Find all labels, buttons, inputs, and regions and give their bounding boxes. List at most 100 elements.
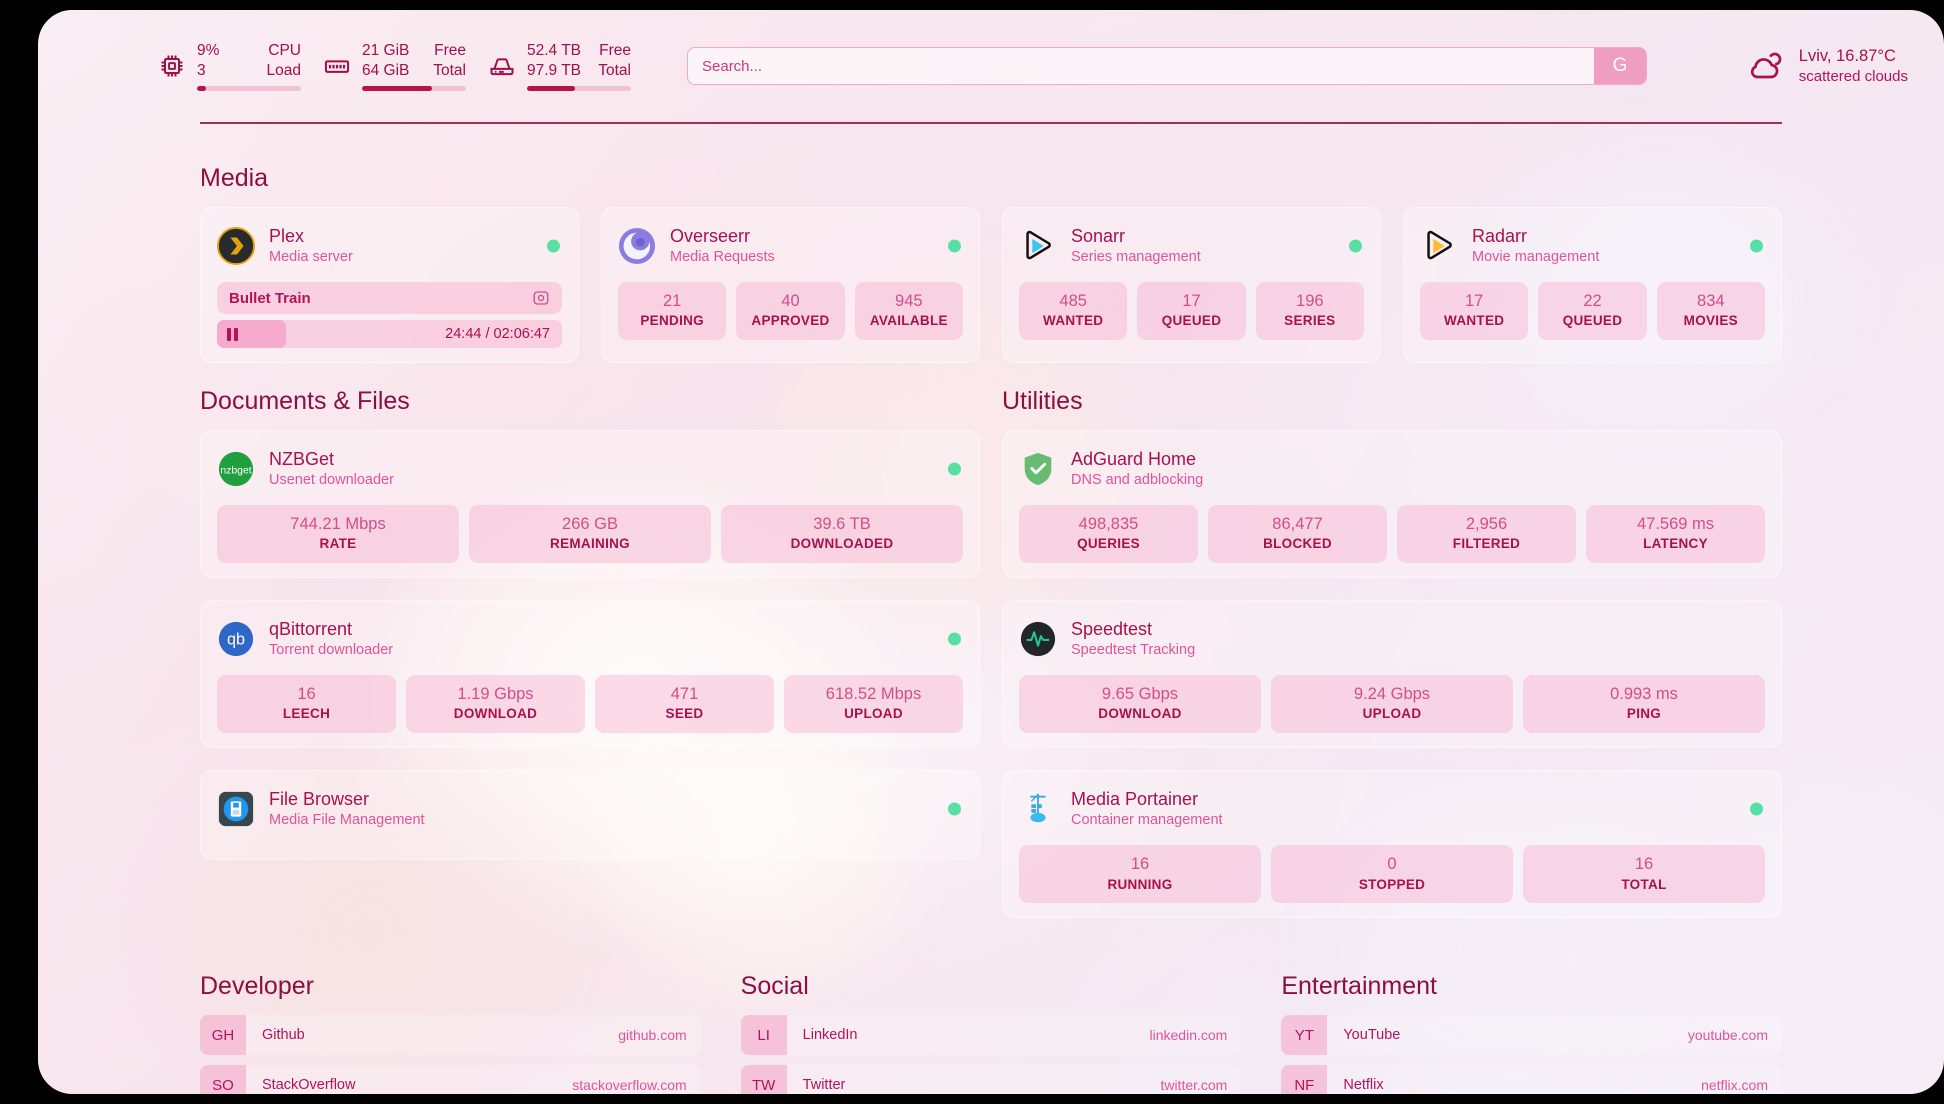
- svg-text:qb: qb: [227, 631, 245, 649]
- status-badge: [547, 239, 560, 253]
- service-card-radarr[interactable]: Radarr Movie management 17 WANTED 22 QUE…: [1403, 207, 1782, 363]
- stat-item: 16 TOTAL: [1523, 845, 1765, 904]
- bookmark-abbr: SO: [200, 1065, 246, 1094]
- stat-item: 40 APPROVED: [736, 282, 845, 341]
- utilities-column: Utilities AdGuard Home: [1002, 363, 1782, 919]
- weather-location-temp: Lviv, 16.87°C: [1798, 46, 1896, 65]
- stat-label: QUEUED: [1562, 313, 1623, 329]
- service-card-file-browser[interactable]: File Browser Media File Management: [200, 770, 980, 861]
- service-card-nzbget[interactable]: nzbget NZBGet Usenet downloader 74: [200, 430, 980, 579]
- stat-value: 2,956: [1465, 515, 1508, 533]
- stat-item: 834 MOVIES: [1656, 282, 1765, 341]
- stat-label: AVAILABLE: [869, 313, 948, 329]
- service-name: Sonarr: [1071, 225, 1126, 246]
- stat-label: LATENCY: [1643, 536, 1708, 552]
- stat-value: 196: [1296, 292, 1324, 310]
- card-header: File Browser Media File Management: [217, 785, 963, 833]
- pause-icon[interactable]: [227, 327, 238, 341]
- stat-item: 9.24 Gbps UPLOAD: [1271, 675, 1513, 734]
- card-header: nzbget NZBGet Usenet downloader: [217, 445, 963, 493]
- stat-label: DOWNLOAD: [1098, 706, 1182, 722]
- cast-icon[interactable]: [532, 289, 550, 307]
- stat-item: 498,835 QUERIES: [1019, 505, 1198, 564]
- service-card-overseerr[interactable]: Overseerr Media Requests 21 PENDING 40 A…: [601, 207, 980, 363]
- disk-usage-bar: [527, 85, 631, 91]
- stat-value: 16: [1634, 855, 1654, 874]
- stat-item: 39.6 TB DOWNLOADED: [721, 505, 963, 564]
- bookmark-abbr: NF: [1281, 1065, 1328, 1094]
- bookmark-link[interactable]: YT YouTube youtube.com: [1281, 1015, 1783, 1056]
- playback-progress[interactable]: 24:44 / 02:06:47: [217, 320, 562, 348]
- service-name: Radarr: [1472, 225, 1528, 246]
- stat-value: 0.993 ms: [1610, 685, 1678, 704]
- service-card-plex[interactable]: Plex Media server Bullet Train: [200, 207, 579, 363]
- bookmark-link[interactable]: SO StackOverflow stackoverflow.com: [200, 1065, 701, 1094]
- bookmark-link[interactable]: LI LinkedIn linkedin.com: [740, 1015, 1242, 1056]
- system-stat-memory[interactable]: 21 GiB 64 GiB Free Total: [323, 41, 466, 91]
- stat-group: 21 PENDING 40 APPROVED 945 AVAILABLE: [618, 282, 963, 341]
- bookmark-group-developer: Developer GH Github github.com SO StackO…: [200, 948, 701, 1094]
- section-title-documents: Documents & Files: [200, 387, 410, 415]
- stat-group: 16 LEECH 1.19 Gbps DOWNLOAD 471 SEED: [217, 675, 963, 734]
- bookmark-link[interactable]: GH Github github.com: [200, 1015, 701, 1056]
- bookmark-url: netflix.com: [1701, 1077, 1769, 1094]
- service-subtitle: Media server: [269, 248, 353, 265]
- card-header: AdGuard Home DNS and adblocking: [1019, 445, 1765, 493]
- stat-label: WANTED: [1043, 313, 1104, 329]
- stat-label: BLOCKED: [1263, 536, 1332, 552]
- bookmark-group-social: Social LI LinkedIn linkedin.com TW Twitt…: [740, 948, 1242, 1094]
- card-header: Overseerr Media Requests: [618, 222, 963, 270]
- service-subtitle: Speedtest Tracking: [1071, 642, 1196, 659]
- now-playing-bar[interactable]: Bullet Train: [217, 282, 562, 314]
- stat-value: 17: [1464, 292, 1484, 310]
- service-card-sonarr[interactable]: Sonarr Series management 485 WANTED 17 Q…: [1002, 207, 1381, 363]
- cpu-value-2: 3: [197, 61, 206, 79]
- stat-group: 17 WANTED 22 QUEUED 834 MOVIES: [1420, 282, 1765, 341]
- service-subtitle: DNS and adblocking: [1071, 471, 1204, 488]
- search-engine-button[interactable]: G: [1594, 48, 1646, 84]
- stat-value: 266 GB: [562, 515, 618, 533]
- service-card-speedtest[interactable]: Speedtest Speedtest Tracking 9.65 Gbps D…: [1002, 600, 1782, 749]
- service-name: NZBGet: [269, 448, 335, 469]
- search-area: G: [687, 47, 1647, 85]
- stat-item: 945 AVAILABLE: [854, 282, 963, 341]
- stat-item: 22 QUEUED: [1538, 282, 1647, 341]
- stat-item: 2,956 FILTERED: [1397, 505, 1576, 564]
- bookmark-link[interactable]: NF Netflix netflix.com: [1281, 1065, 1783, 1094]
- bookmark-group-entertainment: Entertainment YT YouTube youtube.com NF …: [1281, 948, 1783, 1094]
- stat-label: RATE: [319, 536, 357, 552]
- service-card-media-portainer[interactable]: Media Portainer Container management 16 …: [1002, 770, 1782, 919]
- stat-label: LEECH: [282, 706, 331, 722]
- cpu-value-1: 9%: [197, 42, 220, 60]
- stat-value: 17: [1182, 292, 1201, 310]
- service-card-adguard-home[interactable]: AdGuard Home DNS and adblocking 498,835 …: [1002, 430, 1782, 579]
- system-stat-cpu[interactable]: 9% 3 CPU Load: [158, 41, 301, 91]
- system-stat-disk[interactable]: 52.4 TB 97.9 TB Free Total: [488, 41, 631, 91]
- dashboard-content: Media Plex Media server: [38, 140, 1944, 1094]
- bookmark-abbr: TW: [740, 1065, 787, 1094]
- search-box[interactable]: G: [687, 47, 1647, 85]
- card-header: Media Portainer Container management: [1019, 785, 1765, 833]
- bookmark-name: Twitter: [802, 1077, 846, 1094]
- media-card-row: Plex Media server Bullet Train: [200, 207, 1782, 363]
- stat-label: PING: [1626, 706, 1662, 722]
- service-card-qbittorrent[interactable]: qb qBittorrent Torrent downloader: [200, 600, 980, 749]
- service-subtitle: Movie management: [1472, 248, 1600, 265]
- service-name: File Browser: [269, 788, 370, 809]
- weather-widget[interactable]: Lviv, 16.87°C scattered clouds: [1745, 45, 1916, 88]
- bookmark-url: youtube.com: [1687, 1027, 1769, 1044]
- speedtest-logo-icon: [1019, 620, 1057, 658]
- stat-label: PENDING: [640, 313, 704, 329]
- bookmark-link[interactable]: TW Twitter twitter.com: [740, 1065, 1242, 1094]
- stat-label: DOWNLOADED: [790, 536, 894, 552]
- search-input[interactable]: [688, 48, 1594, 84]
- ram-icon: [323, 52, 351, 80]
- service-name: Plex: [269, 225, 305, 246]
- stat-label: WANTED: [1444, 313, 1505, 329]
- section-title-social: Social: [740, 972, 809, 1001]
- stat-item: 0.993 ms PING: [1523, 675, 1765, 734]
- service-name: Overseerr: [670, 225, 751, 246]
- mid-columns: Documents & Files nzbget: [200, 363, 1782, 919]
- section-title-developer: Developer: [200, 972, 314, 1001]
- stat-value: 9.65 Gbps: [1101, 685, 1179, 704]
